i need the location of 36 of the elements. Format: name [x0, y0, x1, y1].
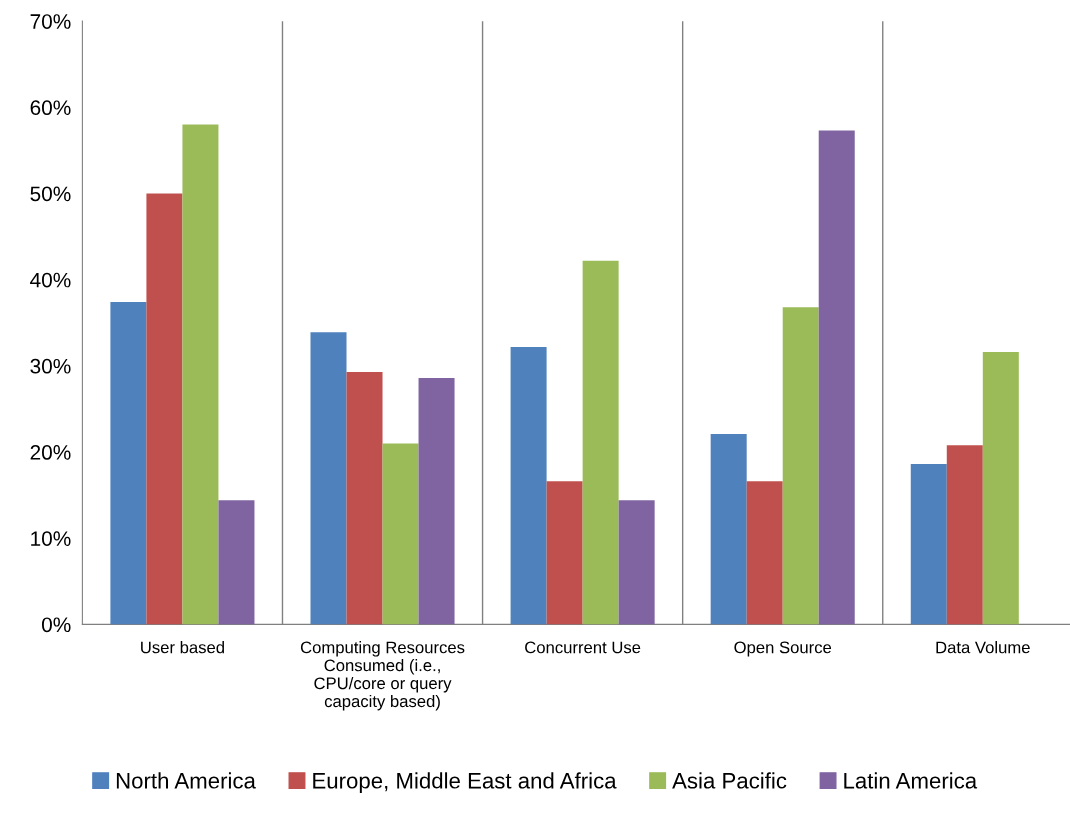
- y-tick-label: 60%: [30, 100, 71, 116]
- y-tick-label: 50%: [30, 186, 71, 202]
- y-tick-label: 0%: [41, 617, 71, 633]
- bar: [382, 443, 419, 625]
- y-tick-label: 70%: [30, 14, 71, 29]
- bar: [818, 130, 855, 625]
- legend-label: Europe, Middle East and Africa: [313, 772, 617, 793]
- x-tick-label: User based: [141, 641, 224, 654]
- legend-label: Latin America: [844, 772, 978, 789]
- bar: [546, 481, 583, 625]
- bar: [182, 124, 219, 625]
- bar: [746, 481, 783, 625]
- x-tick-label: Data Volume: [936, 641, 1030, 654]
- bar: [110, 302, 147, 625]
- bar: [346, 371, 383, 625]
- bar: [782, 307, 819, 625]
- legend-label: North America: [116, 772, 256, 789]
- bar: [582, 260, 619, 625]
- bar: [218, 500, 255, 625]
- bar: [510, 346, 547, 625]
- x-tick-label: Open Source: [734, 641, 832, 657]
- bar: [710, 433, 747, 625]
- y-tick-label: 30%: [30, 358, 71, 374]
- bar: [310, 332, 347, 625]
- bar: [946, 445, 983, 625]
- bar: [910, 464, 947, 625]
- bar: [418, 377, 455, 625]
- y-tick-label: 40%: [30, 272, 71, 288]
- bar: [982, 352, 1019, 625]
- y-tick-label: 10%: [31, 531, 71, 546]
- bar: [146, 193, 183, 625]
- legend-label: Asia Pacific: [672, 772, 787, 789]
- x-tick-label: Concurrent Use: [525, 641, 641, 654]
- bar: [618, 500, 655, 625]
- x-tick-label: Computing Resources Consumed (i.e., CPU/core or query capacity based): [300, 641, 465, 711]
- y-tick-label: 20%: [30, 445, 71, 460]
